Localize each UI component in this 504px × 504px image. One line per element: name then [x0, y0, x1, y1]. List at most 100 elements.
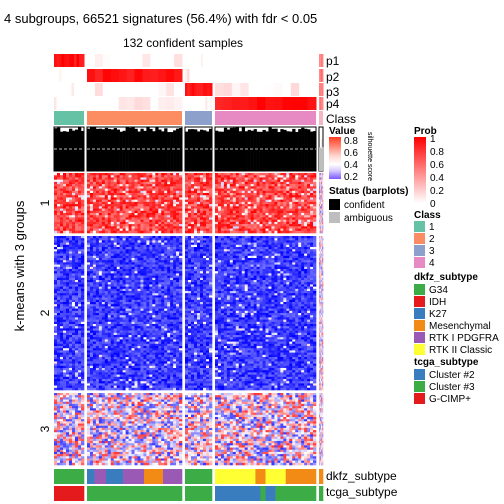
- heatmap-cell: [244, 197, 248, 200]
- heatmap-cell: [101, 273, 106, 276]
- heatmap-cell: [122, 280, 126, 283]
- heatmap-cell: [87, 288, 91, 292]
- heatmap-cell: [185, 215, 189, 218]
- heatmap-cell: [179, 308, 183, 312]
- heatmap-cell: [170, 269, 174, 272]
- heatmap-cell: [188, 224, 192, 227]
- heatmap-cell: [259, 188, 263, 192]
- heatmap-cell: [229, 210, 234, 214]
- heatmap-cell: [262, 179, 266, 183]
- heatmap-cell: [176, 249, 180, 252]
- heatmap-cell: [128, 332, 132, 336]
- heatmap-cell: [173, 264, 177, 268]
- heatmap-cell: [81, 269, 85, 272]
- heatmap-cell: [238, 186, 243, 189]
- heatmap-cell: [155, 319, 159, 323]
- heatmap-cell: [134, 275, 138, 279]
- heatmap-cell: [128, 204, 132, 207]
- heatmap-cell: [158, 195, 162, 198]
- heatmap-cell: [262, 210, 266, 214]
- heatmap-cell: [72, 376, 76, 380]
- heatmap-cell: [101, 228, 106, 232]
- heatmap-cell: [158, 193, 162, 196]
- heatmap-cell: [125, 328, 129, 331]
- heatmap-cell: [229, 184, 234, 187]
- heatmap-cell: [319, 193, 320, 196]
- heatmap-cell: [185, 219, 189, 223]
- heatmap-cell: [78, 286, 82, 290]
- heatmap-cell: [277, 210, 281, 214]
- heatmap-cell: [152, 286, 156, 290]
- prob-cell-p1: [166, 54, 175, 67]
- heatmap-cell: [223, 193, 228, 196]
- heatmap-cell: [322, 195, 324, 198]
- heatmap-cell: [321, 226, 322, 229]
- heatmap-cell: [104, 215, 109, 218]
- heatmap-cell: [87, 240, 91, 243]
- heatmap-cell: [69, 339, 73, 342]
- heatmap-cell: [66, 184, 70, 187]
- prob-cell-p3: [61, 83, 65, 96]
- heatmap-cell: [110, 188, 115, 192]
- heatmap-cell: [259, 224, 263, 227]
- heatmap-cell: [57, 354, 61, 358]
- heatmap-cell: [319, 195, 321, 198]
- heatmap-cell: [107, 199, 112, 203]
- heatmap-cell: [298, 199, 302, 203]
- silhouette-bar: [98, 128, 103, 171]
- heatmap-cell: [280, 228, 284, 232]
- heatmap-cell: [320, 221, 322, 225]
- heatmap-cell: [188, 208, 192, 212]
- heatmap-cell: [155, 313, 159, 316]
- silhouette-bar: [167, 132, 171, 171]
- heatmap-cell: [158, 238, 162, 241]
- heatmap-cell: [170, 219, 174, 223]
- heatmap-cell: [319, 206, 321, 209]
- heatmap-cell: [247, 230, 251, 234]
- heatmap-cell: [95, 321, 100, 325]
- heatmap-cell: [104, 221, 109, 225]
- heatmap-cell: [63, 308, 67, 312]
- silhouette-bar: [256, 131, 260, 171]
- heatmap-cell: [146, 188, 150, 192]
- heatmap-cell: [301, 210, 305, 214]
- heatmap-cell: [69, 195, 73, 198]
- heatmap-cell: [265, 228, 269, 232]
- heatmap-cell: [66, 226, 70, 229]
- heatmap-cell: [167, 297, 171, 301]
- heatmap-cell: [116, 240, 120, 243]
- heatmap-cell: [289, 181, 293, 185]
- heatmap-cell: [134, 228, 138, 232]
- heatmap-cell: [274, 226, 278, 229]
- heatmap-cell: [137, 193, 141, 196]
- heatmap-cell: [152, 330, 156, 334]
- heatmap-cell: [155, 255, 159, 259]
- heatmap-cell: [188, 188, 192, 192]
- heatmap-cell: [161, 304, 165, 307]
- heatmap-cell: [125, 319, 129, 323]
- prob-cell-p3: [158, 83, 167, 96]
- heatmap-cell: [116, 208, 120, 212]
- heatmap-cell: [69, 236, 73, 239]
- heatmap-cell: [322, 206, 323, 209]
- heatmap-cell: [125, 230, 129, 234]
- heatmap-cell: [110, 264, 115, 268]
- heatmap-cell: [66, 328, 70, 331]
- heatmap-cell: [63, 328, 67, 331]
- heatmap-cell: [69, 317, 73, 320]
- heatmap-cell: [104, 260, 109, 263]
- heatmap-cell: [262, 197, 266, 200]
- heatmap-cell: [143, 319, 147, 323]
- heatmap-cell: [161, 195, 165, 198]
- heatmap-cell: [164, 215, 168, 218]
- heatmap-cell: [128, 328, 132, 331]
- heatmap-cell: [104, 247, 109, 250]
- heatmap-cell: [69, 269, 73, 272]
- heatmap-cell: [125, 277, 129, 281]
- heatmap-cell: [155, 201, 159, 205]
- heatmap-cell: [173, 295, 177, 298]
- heatmap-cell: [256, 210, 260, 214]
- heatmap-cell: [232, 226, 237, 229]
- heatmap-cell: [54, 177, 58, 180]
- heatmap-cell: [131, 315, 135, 318]
